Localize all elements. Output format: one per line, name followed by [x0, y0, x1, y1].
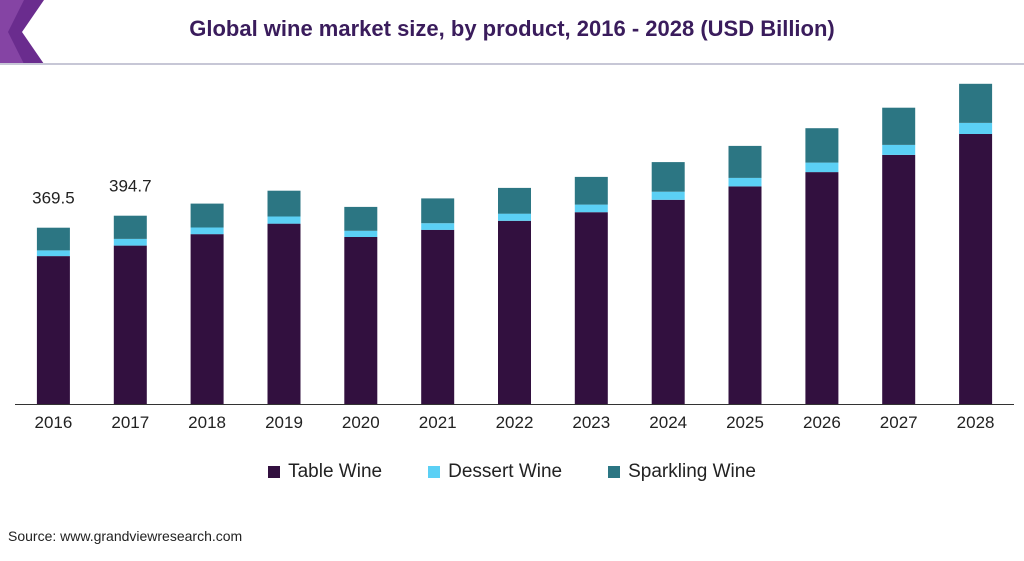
data-label-2016: 369.5 [32, 189, 75, 208]
x-tick-label-2028: 2028 [957, 413, 995, 432]
x-tick-label-2019: 2019 [265, 413, 303, 432]
bar-table-wine-2019 [267, 223, 301, 404]
chart-legend: Table Wine Dessert Wine Sparkling Wine [0, 460, 1024, 484]
x-tick-label-2018: 2018 [188, 413, 226, 432]
bar-table-wine-2028 [959, 133, 993, 404]
bar-table-wine-2026 [805, 172, 839, 404]
legend-item-dessert-wine: Dessert Wine [428, 461, 562, 483]
legend-item-table-wine: Table Wine [268, 461, 382, 483]
bar-sparkling-wine-2016 [36, 227, 70, 251]
bar-sparkling-wine-2018 [190, 203, 224, 228]
bar-dessert-wine-2023 [574, 204, 608, 213]
legend-label-sparkling-wine: Sparkling Wine [628, 461, 756, 482]
bar-sparkling-wine-2021 [421, 198, 455, 224]
bar-sparkling-wine-2020 [344, 206, 378, 231]
x-tick-label-2023: 2023 [572, 413, 610, 432]
x-tick-label-2022: 2022 [496, 413, 534, 432]
data-label-2017: 394.7 [109, 177, 152, 196]
bar-table-wine-2022 [498, 220, 531, 404]
bar-table-wine-2027 [882, 154, 916, 404]
bar-table-wine-2021 [421, 229, 455, 404]
x-tick-label-2021: 2021 [419, 413, 457, 432]
bar-table-wine-2016 [36, 256, 70, 404]
bar-dessert-wine-2016 [36, 250, 70, 257]
source-note: Source: www.grandviewresearch.com [8, 528, 243, 544]
bar-sparkling-wine-2025 [728, 145, 762, 178]
bar-dessert-wine-2018 [190, 227, 224, 235]
x-tick-label-2026: 2026 [803, 413, 841, 432]
x-tick-label-2024: 2024 [649, 413, 687, 432]
chart-title: Global wine market size, by product, 201… [189, 16, 835, 41]
legend-label-table-wine: Table Wine [288, 461, 383, 482]
bar-dessert-wine-2022 [498, 213, 531, 221]
bar-sparkling-wine-2026 [805, 128, 839, 163]
legend-swatch-sparkling-wine [608, 466, 621, 478]
bar-sparkling-wine-2027 [882, 107, 916, 145]
bar-table-wine-2024 [651, 199, 685, 404]
bar-sparkling-wine-2024 [651, 162, 685, 192]
x-tick-label-2027: 2027 [880, 413, 918, 432]
bar-table-wine-2023 [574, 212, 608, 404]
x-tick-label-2017: 2017 [111, 413, 149, 432]
x-tick-label-2020: 2020 [342, 413, 380, 432]
legend-swatch-table-wine [268, 466, 281, 478]
bar-sparkling-wine-2019 [267, 190, 301, 217]
bar-sparkling-wine-2017 [113, 215, 147, 239]
brand-corner-logo [0, 0, 44, 64]
legend-swatch-dessert-wine [428, 466, 441, 478]
bar-sparkling-wine-2028 [959, 83, 993, 123]
x-tick-label-2025: 2025 [726, 413, 764, 432]
legend-item-sparkling-wine: Sparkling Wine [608, 461, 756, 483]
bar-dessert-wine-2028 [959, 123, 993, 134]
bar-sparkling-wine-2023 [574, 176, 608, 205]
bar-table-wine-2020 [344, 237, 378, 404]
bar-dessert-wine-2027 [882, 144, 916, 155]
title-divider [0, 63, 1024, 65]
stacked-bar-chart: 2016 2017 2018 2019 2020 2021 2022 2023 2024 2025… [15, 83, 1014, 432]
bar-table-wine-2017 [113, 245, 147, 404]
bar-dessert-wine-2020 [344, 230, 378, 237]
x-tick-label-2016: 2016 [34, 413, 72, 432]
bar-dessert-wine-2021 [421, 223, 455, 230]
bar-dessert-wine-2024 [651, 191, 685, 200]
bar-dessert-wine-2025 [728, 177, 762, 187]
bar-dessert-wine-2019 [267, 216, 301, 224]
legend-label-dessert-wine: Dessert Wine [448, 461, 563, 482]
bar-sparkling-wine-2022 [498, 187, 531, 214]
bar-table-wine-2018 [190, 234, 224, 404]
bar-dessert-wine-2017 [113, 238, 147, 246]
bar-dessert-wine-2026 [805, 162, 839, 173]
bar-table-wine-2025 [728, 186, 762, 404]
